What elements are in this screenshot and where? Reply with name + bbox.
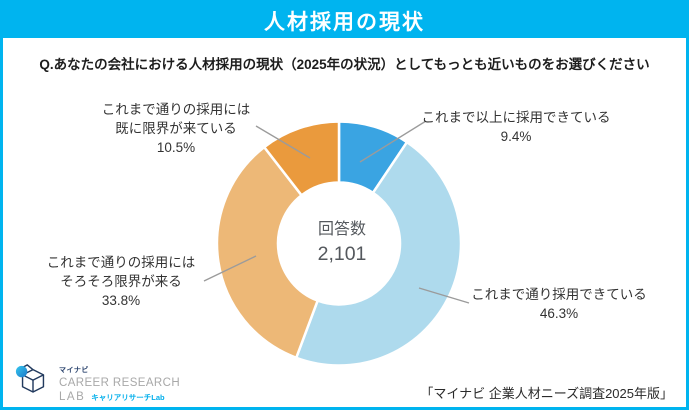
callout-label-line: 既に限界が来ている [115,121,237,136]
callout-percent: 33.8% [101,293,141,308]
donut-slice-1 [294,140,463,367]
callout-percent: 46.3% [539,306,579,321]
donut-slice-2 [215,145,319,360]
callout-percent: 9.4% [500,129,532,144]
callout-more-hiring: これまで以上に採用できている 9.4% [386,108,646,146]
callout-soon-limit: これまで通りの採用には そろそろ限界が来る 33.8% [6,253,236,310]
logo-wordmark-line2: LAB [59,391,86,403]
logo-wordmark-line1: CAREER RESEARCH [59,377,181,389]
callout-percent: 10.5% [156,140,196,155]
callout-label-line: これまで以上に採用できている [421,110,611,125]
mynavi-cube-icon [15,364,45,393]
donut-center-text: 回答数 2,101 [259,220,425,266]
respondent-count-value: 2,101 [317,243,367,265]
source-citation: 「マイナビ 企業人材ニーズ調査2025年版」 [420,386,673,401]
callout-already-limit: これまで通りの採用には 既に限界が来ている 10.5% [46,100,306,157]
callout-label-line: これまで通りの採用には [46,255,196,270]
leader-lines [203,120,470,304]
callout-label-line: これまで通り採用できている [471,287,647,302]
logo-subtitle: キャリアリサーチLab [91,393,165,402]
career-research-lab-logo: マイナビ CAREER RESEARCH LAB キャリアリサーチLab [14,363,180,403]
survey-question: Q.あなたの会社における人材採用の現状（2025年の状況）としてもっとも近いもの… [39,57,650,72]
donut-chart [203,120,470,367]
respondent-count-label: 回答数 [317,221,366,238]
donut-slice-3 [262,120,341,197]
leader-line-soon-limit [203,255,257,282]
callout-label-line: これまで通りの採用には [101,102,251,117]
callout-as-before: これまで通り採用できている 46.3% [434,285,684,323]
logo-brand: マイナビ [59,367,89,374]
leader-line-already-limit [255,125,311,159]
logo-dot [15,365,28,378]
leader-line-more-hiring [359,120,427,163]
title-bar: 人材採用の現状 [3,3,686,38]
page-title: 人材採用の現状 [264,10,425,34]
logo-text: マイナビ CAREER RESEARCH LAB キャリアリサーチLab [59,363,180,403]
callout-label-line: そろそろ限界が来る [60,274,182,289]
leader-line-as-before [418,287,470,304]
